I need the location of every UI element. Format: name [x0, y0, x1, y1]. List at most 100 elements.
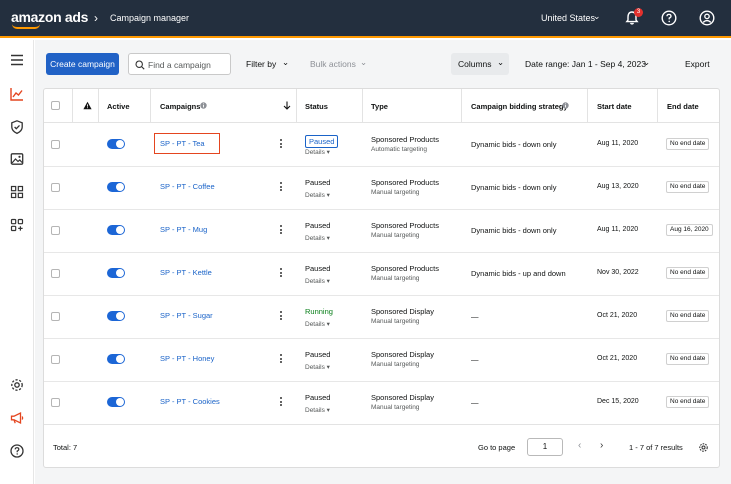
row-more-options-icon[interactable]	[280, 354, 283, 365]
details-dropdown[interactable]: Details ▾	[305, 364, 330, 371]
row-more-options-icon[interactable]	[280, 311, 283, 322]
row-more-options-icon[interactable]	[280, 139, 283, 150]
row-checkbox[interactable]	[51, 226, 60, 235]
row-more-options-icon[interactable]	[280, 225, 283, 236]
bidding-strategy: Dynamic bids - up and down	[471, 269, 566, 278]
apps-grid-icon[interactable]	[9, 184, 25, 200]
column-header-type[interactable]: Type	[371, 102, 388, 111]
chevron-down-icon[interactable]: ⌄	[360, 57, 368, 67]
columns-label: Columns	[458, 59, 492, 69]
row-checkbox[interactable]	[51, 140, 60, 149]
export-button[interactable]: Export	[685, 59, 710, 69]
column-header-campaigns[interactable]: Campaigns	[160, 102, 201, 111]
info-icon[interactable]	[200, 102, 207, 109]
details-dropdown[interactable]: Details ▾	[305, 235, 330, 242]
left-nav-rail	[0, 40, 34, 484]
account-icon[interactable]	[698, 9, 716, 27]
dashboard-icon[interactable]	[9, 217, 25, 233]
sort-arrow-down-icon[interactable]	[283, 101, 291, 110]
megaphone-icon[interactable]	[9, 410, 25, 426]
chevron-down-icon[interactable]: ⌄	[282, 57, 290, 67]
shield-icon[interactable]	[9, 119, 25, 135]
settings-gear-icon[interactable]	[9, 377, 25, 393]
column-header-bidding-strategy[interactable]: Campaign bidding strategy	[471, 102, 568, 111]
details-dropdown[interactable]: Details ▾	[305, 407, 330, 414]
create-campaign-button[interactable]: Create campaign	[46, 53, 119, 75]
row-checkbox[interactable]	[51, 183, 60, 192]
campaign-type: Sponsored Display	[371, 350, 434, 359]
page-number-input[interactable]: 1	[527, 438, 563, 456]
active-toggle[interactable]	[107, 225, 125, 235]
end-date[interactable]: No end date	[666, 310, 710, 322]
country-selector[interactable]: United States	[541, 13, 596, 23]
column-divider	[587, 89, 588, 123]
campaign-type: Sponsored Products	[371, 221, 439, 230]
active-toggle[interactable]	[107, 268, 125, 278]
active-toggle[interactable]	[107, 139, 125, 149]
next-page-icon[interactable]: ›	[600, 440, 604, 451]
date-range-dropdown[interactable]: Date range: Jan 1 - Sep 4, 2023	[525, 59, 646, 69]
campaign-name-link[interactable]: SP - PT - Sugar	[160, 311, 213, 320]
details-dropdown[interactable]: Details ▾	[305, 321, 330, 328]
targeting-type: Manual targeting	[371, 404, 420, 411]
row-more-options-icon[interactable]	[280, 182, 283, 193]
chevron-down-icon[interactable]: ⌄	[593, 11, 601, 21]
help-icon[interactable]	[660, 9, 678, 27]
bidding-strategy: —	[471, 355, 479, 364]
campaigns-table	[43, 88, 720, 468]
campaign-name-link[interactable]: SP - PT - Tea	[160, 139, 205, 148]
table-settings-gear-icon[interactable]	[698, 442, 709, 453]
image-icon[interactable]	[9, 151, 25, 167]
select-all-checkbox[interactable]	[51, 101, 60, 110]
end-date[interactable]: No end date	[666, 181, 710, 193]
amazon-ads-logo[interactable]: amazon ads	[11, 9, 89, 25]
campaign-name-link[interactable]: SP - PT - Coffee	[160, 182, 215, 191]
campaign-name-link[interactable]: SP - PT - Kettle	[160, 268, 212, 277]
bidding-strategy: Dynamic bids - down only	[471, 226, 557, 235]
row-more-options-icon[interactable]	[280, 397, 283, 408]
chevron-right-icon: ›	[94, 11, 98, 25]
column-header-start-date[interactable]: Start date	[597, 102, 632, 111]
end-date[interactable]: No end date	[666, 396, 710, 408]
search-box[interactable]	[128, 53, 231, 75]
end-date[interactable]: No end date	[666, 353, 710, 365]
campaign-name-link[interactable]: SP - PT - Cookies	[160, 397, 220, 406]
column-divider	[461, 89, 462, 123]
breadcrumb[interactable]: Campaign manager	[110, 13, 190, 23]
chevron-down-icon[interactable]: ⌄	[497, 57, 505, 67]
menu-icon[interactable]	[9, 52, 25, 68]
search-input[interactable]	[148, 58, 228, 71]
column-header-active[interactable]: Active	[107, 102, 130, 111]
campaign-name-link[interactable]: SP - PT - Honey	[160, 354, 215, 363]
previous-page-icon[interactable]: ‹	[578, 440, 582, 451]
details-dropdown[interactable]: Details ▾	[305, 149, 330, 156]
row-checkbox[interactable]	[51, 269, 60, 278]
help-circle-icon[interactable]	[9, 443, 25, 459]
end-date[interactable]: No end date	[666, 138, 710, 150]
details-dropdown[interactable]: Details ▾	[305, 192, 330, 199]
row-checkbox[interactable]	[51, 355, 60, 364]
column-divider	[296, 89, 297, 123]
column-header-end-date[interactable]: End date	[667, 102, 699, 111]
details-dropdown[interactable]: Details ▾	[305, 278, 330, 285]
row-checkbox[interactable]	[51, 398, 60, 407]
filter-by-dropdown[interactable]: Filter by	[246, 59, 277, 69]
row-more-options-icon[interactable]	[280, 268, 283, 279]
row-checkbox[interactable]	[51, 312, 60, 321]
campaigns-chart-icon[interactable]	[9, 86, 25, 102]
targeting-type: Manual targeting	[371, 232, 420, 239]
start-date: Nov 30, 2022	[597, 269, 639, 276]
column-header-status[interactable]: Status	[305, 102, 328, 111]
end-date[interactable]: Aug 16, 2020	[666, 224, 713, 236]
end-date[interactable]: No end date	[666, 267, 710, 279]
row-divider	[44, 295, 719, 296]
columns-button[interactable]	[451, 53, 509, 75]
active-toggle[interactable]	[107, 354, 125, 364]
chevron-down-icon[interactable]: ⌄	[643, 57, 651, 67]
active-toggle[interactable]	[107, 397, 125, 407]
active-toggle[interactable]	[107, 182, 125, 192]
bulk-actions-dropdown[interactable]: Bulk actions	[310, 59, 356, 69]
campaign-name-link[interactable]: SP - PT - Mug	[160, 225, 208, 234]
active-toggle[interactable]	[107, 311, 125, 321]
info-icon[interactable]	[562, 102, 569, 109]
